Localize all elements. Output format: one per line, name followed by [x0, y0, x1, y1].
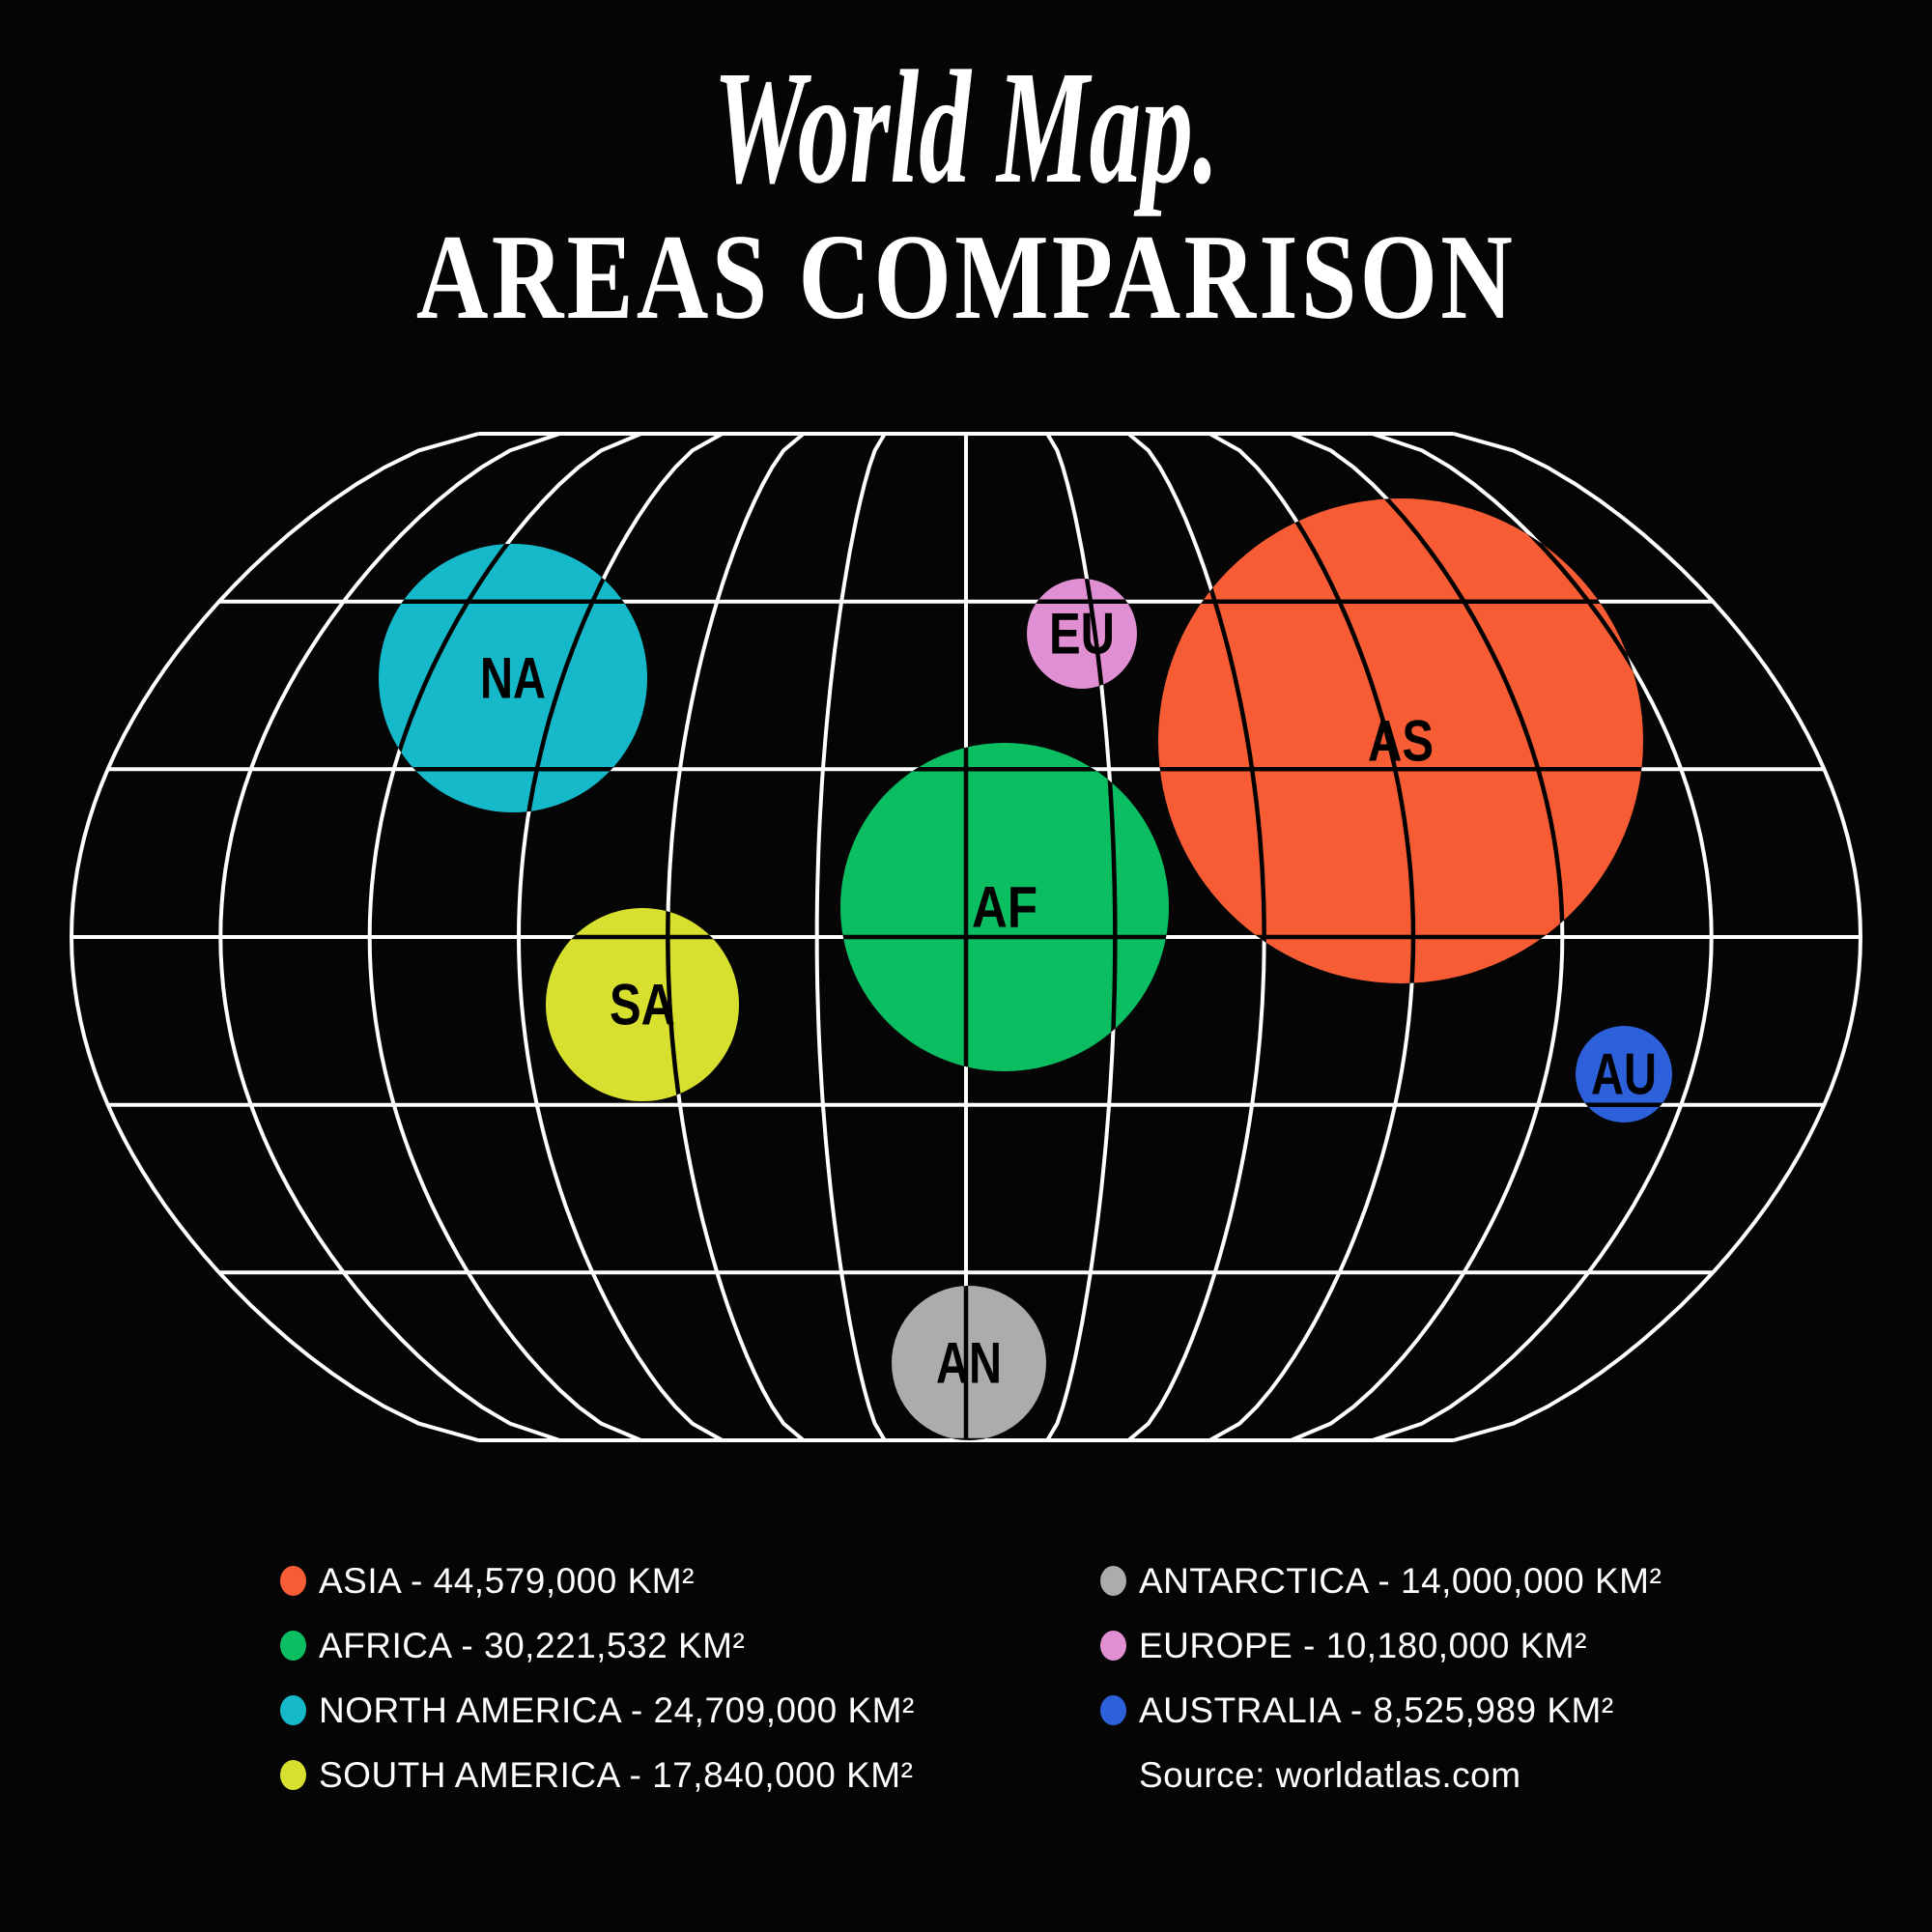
page-title: World Map.: [713, 38, 1219, 217]
continent-label-eu: EU: [1049, 602, 1115, 667]
legend-label-antarctica: ANTARCTICA - 14,000,000 KM²: [1139, 1560, 1662, 1601]
legend-label-africa: AFRICA - 30,221,532 KM²: [319, 1625, 746, 1665]
legend-column-left: ASIA - 44,579,000 KM² AFRICA - 30,221,53…: [280, 1548, 915, 1807]
page-subtitle: AREAS COMPARISON: [415, 211, 1517, 345]
legend-label-europe: EUROPE - 10,180,000 KM²: [1139, 1625, 1587, 1665]
continent-label-an: AN: [936, 1331, 1002, 1396]
continent-bubble-sa: [546, 908, 739, 1101]
legend-dot-north-america: [280, 1695, 306, 1725]
legend-label-asia: ASIA - 44,579,000 KM²: [319, 1560, 695, 1601]
continent-bubble-au: [1576, 1026, 1672, 1122]
continent-label-af: AF: [972, 875, 1037, 940]
source-note: Source: worldatlas.com: [1139, 1754, 1521, 1795]
legend-dot-europe: [1100, 1631, 1126, 1661]
continent-label-au: AU: [1591, 1042, 1657, 1107]
continent-bubble-as: [1158, 498, 1643, 983]
continent-bubble-an: [892, 1286, 1046, 1440]
continent-bubble-af: [840, 743, 1169, 1071]
continent-label-na: NA: [480, 646, 546, 711]
legend-item-europe: EUROPE - 10,180,000 KM²: [1100, 1613, 1662, 1678]
legend-dot-australia: [1100, 1695, 1126, 1725]
legend-item-antarctica: ANTARCTICA - 14,000,000 KM²: [1100, 1548, 1662, 1613]
legend-item-south-america: SOUTH AMERICA - 17,840,000 KM²: [280, 1743, 915, 1807]
legend-column-right: ANTARCTICA - 14,000,000 KM² EUROPE - 10,…: [1100, 1548, 1662, 1807]
legend-item-africa: AFRICA - 30,221,532 KM²: [280, 1613, 915, 1678]
legend-label-australia: AUSTRALIA - 8,525,989 KM²: [1139, 1690, 1614, 1730]
legend-dot-south-america: [280, 1760, 306, 1790]
continent-label-as: AS: [1368, 709, 1434, 774]
legend-dot-antarctica: [1100, 1566, 1126, 1596]
legend-label-south-america: SOUTH AMERICA - 17,840,000 KM²: [319, 1754, 914, 1795]
legend-dot-africa: [280, 1631, 306, 1661]
legend-dot-asia: [280, 1566, 306, 1596]
legend-label-north-america: NORTH AMERICA - 24,709,000 KM²: [319, 1690, 915, 1730]
continent-bubble-na: [379, 544, 647, 812]
continent-label-sa: SA: [610, 973, 675, 1037]
legend-item-north-america: NORTH AMERICA - 24,709,000 KM²: [280, 1678, 915, 1743]
continent-bubble-eu: [1027, 579, 1137, 689]
legend-item-australia: AUSTRALIA - 8,525,989 KM²: [1100, 1678, 1662, 1743]
source-note-row: Source: worldatlas.com: [1100, 1743, 1662, 1807]
page-header: World Map. AREAS COMPARISON: [0, 46, 1932, 342]
legend-item-asia: ASIA - 44,579,000 KM²: [280, 1548, 915, 1613]
